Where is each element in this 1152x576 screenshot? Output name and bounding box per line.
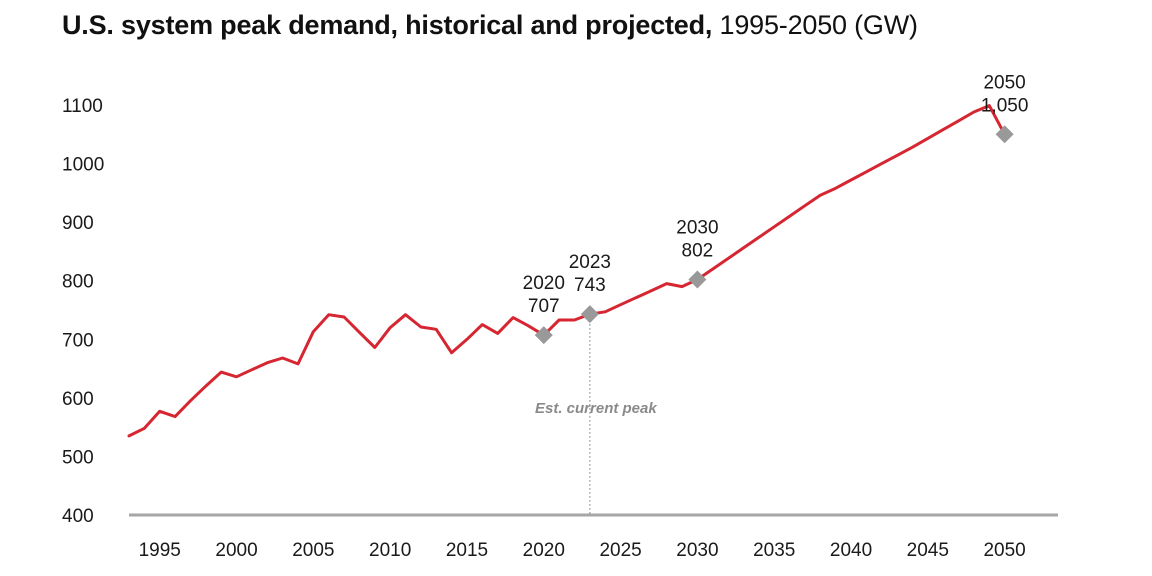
data-point-value-label-2050: 1,050 — [981, 95, 1029, 116]
x-tick-label-1995: 1995 — [139, 540, 181, 561]
data-point-marker-2030 — [688, 270, 707, 289]
data-point-value-label-2020: 707 — [528, 296, 560, 317]
x-tick-label-2015: 2015 — [446, 540, 488, 561]
data-point-year-label-2023: 2023 — [569, 252, 611, 273]
y-tick-label-700: 700 — [62, 330, 94, 351]
chart-title-bold: U.S. system peak demand, historical and … — [62, 10, 713, 40]
data-point-year-label-2020: 2020 — [523, 273, 565, 294]
y-tick-label-900: 900 — [62, 213, 94, 234]
series-line-0 — [127, 104, 1007, 438]
data-point-value-label-2030: 802 — [682, 241, 714, 262]
data-point-marker-2050 — [995, 125, 1014, 144]
x-tick-label-2040: 2040 — [830, 540, 872, 561]
y-tick-label-400: 400 — [62, 506, 94, 527]
x-tick-label-2030: 2030 — [676, 540, 718, 561]
y-tick-label-500: 500 — [62, 447, 94, 468]
x-tick-label-2020: 2020 — [523, 540, 565, 561]
x-tick-label-2005: 2005 — [292, 540, 334, 561]
reference-line-label: Est. current peak — [535, 400, 657, 417]
data-point-marker-2023 — [580, 305, 599, 324]
data-point-year-label-2050: 2050 — [983, 72, 1025, 93]
data-point-year-label-2030: 2030 — [676, 218, 718, 239]
y-tick-label-800: 800 — [62, 272, 94, 293]
data-point-value-label-2023: 743 — [574, 275, 606, 296]
x-tick-label-2000: 2000 — [215, 540, 257, 561]
x-tick-label-2045: 2045 — [907, 540, 949, 561]
chart-title-rest: 1995-2050 (GW) — [712, 10, 918, 40]
y-tick-label-1100: 1100 — [62, 96, 103, 117]
x-tick-label-2035: 2035 — [753, 540, 795, 561]
y-tick-label-1000: 1000 — [62, 155, 104, 176]
chart-title: U.S. system peak demand, historical and … — [62, 10, 1142, 41]
x-tick-label-2050: 2050 — [983, 540, 1025, 561]
y-tick-label-600: 600 — [62, 389, 94, 410]
x-tick-label-2010: 2010 — [369, 540, 411, 561]
x-tick-label-2025: 2025 — [599, 540, 641, 561]
data-point-marker-2020 — [534, 326, 553, 345]
